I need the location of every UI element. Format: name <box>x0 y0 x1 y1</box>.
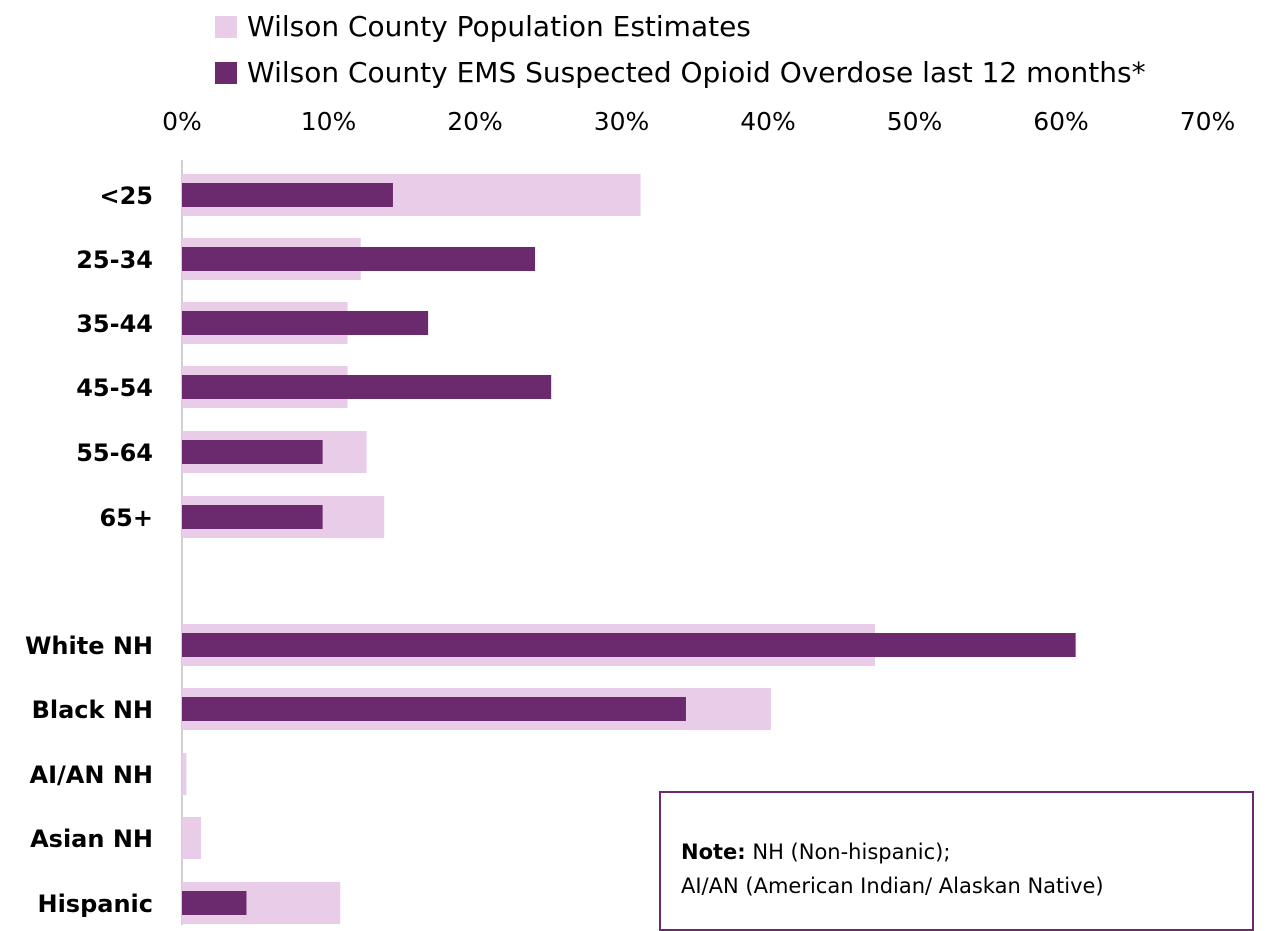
bar-ems-overdose <box>182 183 393 207</box>
x-tick-label: 40% <box>740 107 796 136</box>
x-tick-label: 70% <box>1180 107 1236 136</box>
category-label: White NH <box>25 632 153 660</box>
category-label: AI/AN NH <box>30 761 153 789</box>
x-tick-label: 50% <box>887 107 943 136</box>
bar-ems-overdose <box>182 375 552 399</box>
legend-label-1: Wilson County Population Estimates <box>247 10 751 43</box>
category-label: Asian NH <box>30 825 153 853</box>
note-line-2: AI/AN (American Indian/ Alaskan Native) <box>681 874 1104 898</box>
note-label: Note: <box>681 840 746 864</box>
bar-population <box>182 817 202 859</box>
legend-label-2: Wilson County EMS Suspected Opioid Overd… <box>247 56 1146 89</box>
category-label: Black NH <box>32 696 153 724</box>
category-label: 35-44 <box>76 310 153 338</box>
category-label: 55-64 <box>76 439 153 467</box>
legend-swatch-1 <box>215 16 237 38</box>
x-tick-label: 0% <box>162 107 202 136</box>
category-label: Hispanic <box>37 890 153 918</box>
bar-ems-overdose <box>182 697 686 721</box>
x-tick-label: 60% <box>1033 107 1089 136</box>
category-label: 25-34 <box>76 246 153 274</box>
category-label: 45-54 <box>76 374 153 402</box>
bar-ems-overdose <box>182 505 323 529</box>
bar-ems-overdose <box>182 440 323 464</box>
x-tick-label: 20% <box>447 107 503 136</box>
note-box: Note: NH (Non-hispanic); AI/AN (American… <box>659 791 1254 931</box>
bar-ems-overdose <box>182 247 536 271</box>
legend-swatch-2 <box>215 62 237 84</box>
bar-population <box>182 753 187 795</box>
bar-ems-overdose <box>182 633 1076 657</box>
x-tick-label: 10% <box>301 107 357 136</box>
note-line-1: NH (Non-hispanic); <box>745 840 951 864</box>
category-label: 65+ <box>99 504 153 532</box>
category-label: <25 <box>99 182 153 210</box>
x-tick-label: 30% <box>594 107 650 136</box>
bar-ems-overdose <box>182 891 247 915</box>
bar-ems-overdose <box>182 311 429 335</box>
